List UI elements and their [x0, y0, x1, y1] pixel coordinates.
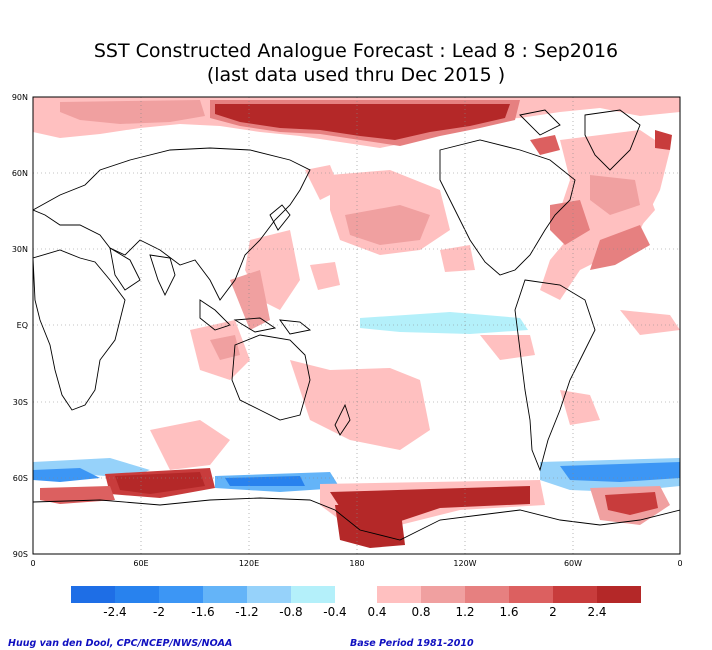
- lat-label: 60N: [12, 169, 28, 178]
- author-credit: Huug van den Dool, CPC/NCEP/NWS/NOAA: [8, 638, 233, 649]
- lon-label: 0: [30, 559, 35, 568]
- colorbar-label: 1.6: [499, 605, 518, 619]
- base-period-note: Base Period 1981-2010: [350, 638, 474, 649]
- colorbar-label: -0.4: [323, 605, 346, 619]
- colorbar-label: -0.8: [279, 605, 302, 619]
- colorbar-swatch: [159, 586, 203, 603]
- colorbar-label: -2.4: [103, 605, 126, 619]
- gridlines: [33, 97, 680, 554]
- lon-labels: 0 60E 120E 180 120W 60W 0: [30, 559, 682, 568]
- colorbar-swatch: [203, 586, 247, 603]
- colorbar-label: 0.8: [411, 605, 430, 619]
- coastlines: [33, 109, 680, 541]
- colorbar-label: -2: [153, 605, 165, 619]
- lat-label: 30S: [13, 398, 28, 407]
- lat-label: EQ: [17, 321, 28, 330]
- anomaly-shading: [33, 97, 680, 548]
- colorbar-swatch: [247, 586, 291, 603]
- lat-label: 30N: [12, 245, 28, 254]
- colorbar: -2.4 -2 -1.6 -1.2 -0.8 -0.4 0.4 0.8 1.2 1.6 2 2.4: [71, 586, 641, 619]
- colorbar-swatch: [509, 586, 553, 603]
- lon-label: 60E: [133, 559, 148, 568]
- lon-label: 60W: [564, 559, 582, 568]
- colorbar-swatch: [465, 586, 509, 603]
- lat-label: 60S: [13, 474, 28, 483]
- colorbar-swatch: [553, 586, 597, 603]
- colorbar-swatch: [291, 586, 335, 603]
- map-frame: [32, 96, 681, 555]
- colorbar-label: 0.4: [367, 605, 386, 619]
- colorbar-swatch: [597, 586, 641, 603]
- lat-labels: 90N 60N 30N EQ 30S 60S 90S: [12, 93, 28, 559]
- lat-label: 90N: [12, 93, 28, 102]
- lon-label: 120E: [239, 559, 259, 568]
- colorbar-label: -1.2: [235, 605, 258, 619]
- chart-title: SST Constructed Analogue Forecast : Lead…: [93, 40, 619, 62]
- colorbar-swatch: [115, 586, 159, 603]
- colorbar-swatch: [71, 586, 115, 603]
- colorbar-label: 2: [549, 605, 557, 619]
- chart-subtitle: (last data used thru Dec 2015 ): [206, 64, 506, 86]
- colorbar-swatch: [421, 586, 465, 603]
- colorbar-label: -1.6: [191, 605, 214, 619]
- lon-label: 180: [349, 559, 364, 568]
- colorbar-swatch: [377, 586, 421, 603]
- lat-label: 90S: [13, 550, 28, 559]
- lon-label: 120W: [453, 559, 476, 568]
- lon-label: 0: [677, 559, 682, 568]
- colorbar-label: 1.2: [455, 605, 474, 619]
- colorbar-label: 2.4: [587, 605, 606, 619]
